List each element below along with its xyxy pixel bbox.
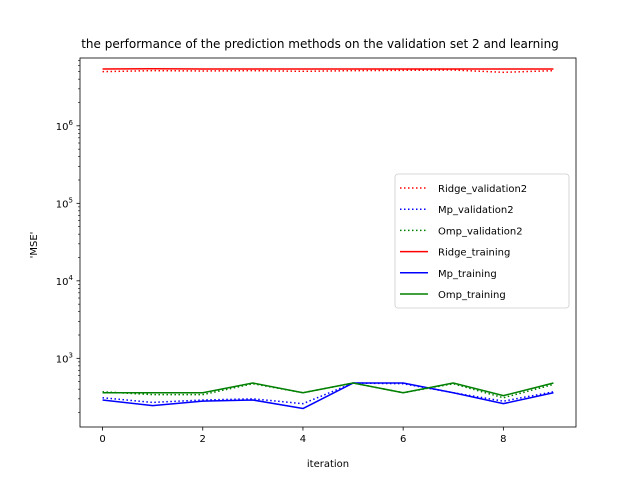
legend-label: Mp_validation2 [438, 205, 514, 216]
x-tick-label: 0 [99, 434, 105, 445]
legend-label: Mp_training [438, 269, 497, 280]
x-axis-label: iteration [307, 459, 349, 470]
series-line-mp-training [102, 382, 554, 410]
plot-area [102, 68, 554, 410]
x-tick-label: 6 [400, 434, 406, 445]
series-line-omp-training [102, 382, 554, 397]
series-line-mp-validation2 [102, 382, 554, 405]
legend-label: Ridge_validation2 [438, 184, 527, 195]
y-tick-label: 103 [56, 351, 73, 365]
x-tick-label: 8 [500, 434, 506, 445]
y-tick-label: 105 [56, 196, 73, 210]
y-axis-label: 'MSE' [29, 232, 40, 259]
legend: Ridge_validation2 Mp_validation2 Omp_valid… [394, 173, 570, 309]
legend-label: Ridge_training [438, 248, 510, 259]
legend-label: Omp_training [438, 290, 506, 301]
legend-box [394, 173, 570, 309]
legend-label: Omp_validation2 [438, 226, 523, 237]
series-line-ridge-validation2 [102, 69, 554, 74]
x-tick-label: 4 [300, 434, 306, 445]
axes: 0 2 4 6 8 103 104 105 106 [56, 57, 577, 445]
plot-frame [79, 57, 577, 428]
y-tick-label: 104 [56, 274, 74, 288]
chart-title: the performance of the prediction method… [81, 37, 559, 51]
x-tick-label: 2 [200, 434, 206, 445]
series-line-omp-validation2 [102, 382, 554, 399]
y-tick-label: 106 [56, 119, 74, 133]
